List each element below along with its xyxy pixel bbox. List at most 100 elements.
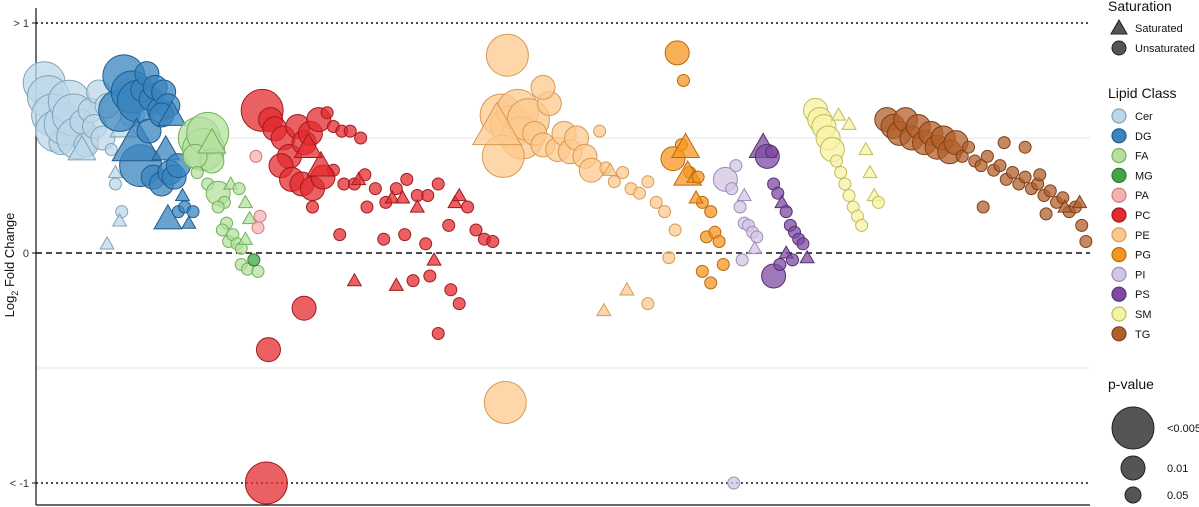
point-tg-28 [1056, 191, 1070, 205]
point-pc-29 [431, 177, 445, 191]
legend-class-label-dg: DG [1135, 131, 1152, 143]
point-cer-18 [115, 205, 129, 219]
point-sm-16 [830, 107, 847, 121]
point-cer-21 [67, 134, 97, 161]
point-pi-10 [727, 476, 741, 490]
legend-class-swatch-dg [1111, 128, 1127, 144]
y-axis-label-main: Log [2, 296, 17, 318]
point-ps-13 [785, 253, 799, 267]
point-sm-5 [829, 154, 843, 168]
point-pc-46 [291, 295, 317, 321]
point-pc-32 [360, 200, 374, 214]
legend-class-swatch-pe [1111, 227, 1127, 243]
point-pi-1 [725, 182, 739, 196]
point-pe-33 [668, 223, 682, 237]
point-pg-11 [704, 205, 718, 219]
point-pe-25 [483, 381, 527, 424]
point-pc-35 [419, 237, 433, 251]
series-fa [177, 111, 265, 278]
point-cer-17 [108, 177, 122, 191]
point-sm-15 [871, 195, 885, 209]
point-pe-26 [471, 101, 522, 146]
legend-class-label-pg: PG [1135, 250, 1151, 262]
point-pg-4 [670, 132, 701, 159]
point-tg-16 [980, 149, 994, 163]
point-tg-18 [993, 159, 1007, 173]
point-pc-36 [442, 218, 456, 232]
legend-class-swatch-pi [1111, 266, 1127, 282]
point-pc-38 [469, 223, 483, 237]
point-pe-1 [485, 33, 529, 77]
point-pe-28 [596, 302, 612, 317]
point-pi-11 [736, 187, 753, 202]
point-tg-33 [997, 136, 1011, 150]
point-pa-1 [251, 221, 265, 235]
point-ps-6 [779, 205, 793, 219]
point-sm-13 [862, 164, 878, 179]
point-fa-19 [237, 194, 254, 209]
point-pi-9 [746, 240, 763, 255]
point-pe-18 [616, 166, 630, 179]
point-pc-12 [343, 124, 357, 138]
y-tick-label-2: < -1 [10, 478, 29, 490]
legend-class-label-ps: PS [1135, 289, 1150, 301]
point-sm-6 [834, 166, 848, 179]
legend-class-swatch-cer [1111, 108, 1127, 124]
legend-unsaturated-icon [1111, 40, 1127, 56]
point-fa-24 [197, 127, 227, 154]
point-pc-34 [398, 228, 412, 242]
legend-class-swatch-sm [1111, 306, 1127, 322]
point-ps-2 [765, 145, 779, 159]
point-pc-56 [409, 199, 426, 213]
legend-pvalue-label-2: 0.05 [1167, 490, 1188, 502]
legend-class-label-cer: Cer [1135, 111, 1153, 123]
point-pc-47 [255, 337, 281, 363]
point-pe-31 [662, 251, 676, 265]
point-fa-16 [237, 231, 254, 245]
point-sm-8 [842, 189, 856, 202]
point-tg-34 [1018, 140, 1032, 154]
legend-pvalue-size-2 [1124, 486, 1142, 504]
legend-class-swatch-mg [1111, 167, 1127, 183]
point-tg-22 [1018, 170, 1032, 184]
point-fa-23 [251, 264, 265, 278]
point-pa-2 [253, 209, 267, 223]
y-axis-label: Log2 Fold Change [2, 213, 20, 318]
point-pe-17 [607, 175, 621, 189]
point-tg-32 [1079, 235, 1093, 248]
point-pc-57 [451, 187, 467, 202]
point-cer-22 [107, 164, 124, 179]
point-pe-22 [649, 195, 663, 209]
point-pc-33 [377, 232, 391, 246]
point-pc-50 [346, 272, 363, 287]
legend-class-label-pc: PC [1135, 210, 1150, 222]
point-dg-16 [151, 134, 181, 161]
point-cer-16 [104, 143, 118, 156]
point-pc-42 [423, 269, 437, 283]
point-tg-15 [974, 159, 988, 173]
legend-class-label-sm: SM [1135, 309, 1152, 321]
point-sm-7 [838, 177, 852, 191]
point-pa-0 [249, 149, 263, 163]
point-pc-23 [368, 182, 382, 196]
point-pg-14 [716, 258, 730, 271]
point-sm-11 [855, 218, 869, 232]
legend-class-label-pa: PA [1135, 190, 1150, 202]
point-ps-11 [773, 258, 787, 271]
point-pe-21 [641, 175, 655, 189]
point-tg-38 [1057, 199, 1073, 213]
point-tg-36 [1039, 207, 1053, 221]
legend-pvalue-label-1: 0.01 [1167, 463, 1188, 475]
point-pc-26 [400, 172, 414, 186]
point-tg-12 [955, 149, 969, 163]
points-layer [22, 33, 1093, 505]
point-pc-40 [486, 235, 500, 248]
legend-saturation-label-0: Saturated [1135, 23, 1183, 35]
point-pc-59 [350, 171, 367, 186]
series-pg [660, 40, 730, 290]
point-pi-2 [729, 159, 743, 173]
point-fa-9 [211, 200, 225, 214]
legend-saturation-label-1: Unsaturated [1135, 43, 1195, 55]
point-mg-0 [247, 253, 261, 267]
point-ps-15 [799, 249, 815, 264]
